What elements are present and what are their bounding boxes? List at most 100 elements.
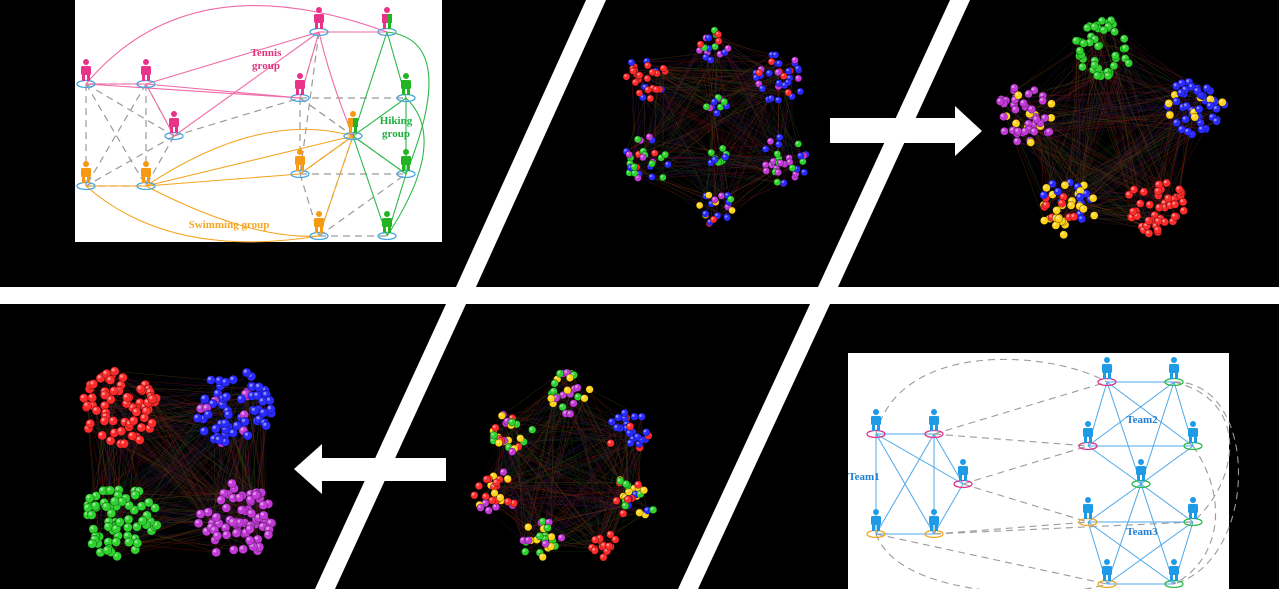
graph-node bbox=[91, 405, 102, 416]
graph-node bbox=[611, 535, 620, 544]
graph-node bbox=[490, 489, 499, 498]
graph-node bbox=[635, 71, 644, 79]
graph-node bbox=[775, 140, 783, 148]
interest-group-diagram: Tennis group Hiking group Swimming group bbox=[75, 0, 442, 243]
graph-node bbox=[261, 420, 271, 431]
team-member-icon bbox=[1078, 421, 1098, 451]
graph-node bbox=[221, 530, 232, 540]
graph-node bbox=[203, 409, 213, 420]
graph-node bbox=[1181, 115, 1190, 124]
graph-node bbox=[1153, 187, 1163, 196]
graph-node bbox=[210, 423, 221, 434]
graph-node bbox=[137, 516, 148, 526]
graph-node bbox=[761, 145, 770, 153]
graph-node bbox=[547, 394, 556, 403]
graph-node bbox=[214, 435, 224, 445]
graph-node bbox=[102, 545, 112, 556]
graph-node bbox=[1088, 194, 1098, 203]
graph-node bbox=[622, 73, 631, 81]
graph-node bbox=[118, 372, 128, 383]
team-member-icon bbox=[1097, 559, 1117, 589]
graph-node bbox=[1139, 187, 1148, 197]
graph-node bbox=[1121, 44, 1130, 53]
graph-node bbox=[254, 382, 264, 392]
team-diagram: Team1 Team2 Team3 bbox=[848, 353, 1239, 589]
graph-node bbox=[755, 69, 763, 77]
graph-node bbox=[620, 409, 629, 417]
team-member-icon bbox=[1097, 357, 1117, 387]
graph-node bbox=[648, 159, 656, 168]
graph-node bbox=[1178, 197, 1188, 207]
tennis-sub-label: group bbox=[252, 60, 280, 72]
graph-node bbox=[633, 432, 642, 441]
team-member-icon bbox=[924, 509, 944, 539]
slanted-divider-top-right bbox=[818, 0, 970, 287]
graph-node bbox=[727, 195, 735, 203]
graph-node bbox=[661, 150, 669, 159]
graph-node bbox=[211, 512, 221, 522]
graph-node bbox=[139, 413, 149, 423]
graph-node bbox=[105, 436, 116, 446]
graph-node bbox=[237, 505, 247, 515]
tennis-person-icon bbox=[290, 73, 310, 103]
network-nodes bbox=[996, 16, 1229, 239]
graph-node bbox=[637, 412, 646, 421]
graph-node bbox=[1170, 200, 1180, 209]
graph-node bbox=[250, 406, 260, 416]
graph-node bbox=[131, 407, 142, 417]
graph-node bbox=[1172, 81, 1181, 91]
graph-node bbox=[784, 88, 792, 97]
graph-node bbox=[507, 418, 516, 427]
graph-node bbox=[1206, 101, 1215, 111]
graph-node bbox=[1032, 115, 1041, 124]
graph-node bbox=[784, 67, 793, 75]
graph-node bbox=[599, 553, 608, 562]
graph-node bbox=[635, 89, 644, 97]
graph-node bbox=[147, 418, 157, 428]
graph-node bbox=[645, 133, 653, 141]
team2-label: Team2 bbox=[1126, 414, 1158, 426]
graph-node bbox=[1129, 185, 1139, 194]
team-member-icon bbox=[1164, 357, 1184, 387]
graph-node bbox=[1124, 190, 1134, 199]
graph-node bbox=[775, 59, 783, 68]
graph-node bbox=[569, 399, 578, 408]
graph-node bbox=[999, 112, 1008, 121]
graph-node bbox=[494, 438, 503, 447]
graph-node bbox=[1103, 71, 1113, 80]
graph-node bbox=[996, 97, 1005, 106]
graph-node bbox=[631, 169, 639, 177]
graph-node bbox=[488, 496, 497, 505]
graph-node bbox=[85, 418, 95, 429]
graph-node bbox=[1172, 97, 1181, 106]
graph-node bbox=[776, 159, 785, 167]
graph-node bbox=[701, 210, 710, 218]
graph-node bbox=[106, 508, 116, 518]
graph-node bbox=[119, 438, 129, 449]
graph-node bbox=[231, 528, 242, 538]
tennis-person-icon bbox=[136, 59, 156, 89]
network-nodes bbox=[622, 26, 810, 228]
graph-node bbox=[111, 537, 121, 547]
graph-node bbox=[1048, 179, 1057, 188]
mixed-network-graph bbox=[622, 26, 810, 228]
graph-node bbox=[612, 423, 621, 432]
graph-node bbox=[765, 69, 773, 77]
graph-node bbox=[1040, 216, 1049, 225]
shared-person-icon bbox=[377, 7, 397, 37]
graph-node bbox=[766, 137, 775, 145]
graph-node bbox=[470, 491, 479, 500]
graph-node bbox=[124, 537, 134, 547]
graph-node bbox=[629, 67, 637, 75]
graph-node bbox=[796, 152, 805, 160]
graph-node bbox=[258, 396, 268, 406]
graph-node bbox=[652, 85, 660, 94]
graph-node bbox=[1170, 212, 1179, 221]
graph-node bbox=[484, 506, 493, 515]
graph-node bbox=[1179, 206, 1188, 215]
graph-node bbox=[192, 413, 203, 423]
graph-node bbox=[556, 369, 564, 378]
graph-node bbox=[634, 480, 643, 489]
graph-node bbox=[1099, 25, 1108, 35]
graph-node bbox=[245, 535, 255, 546]
